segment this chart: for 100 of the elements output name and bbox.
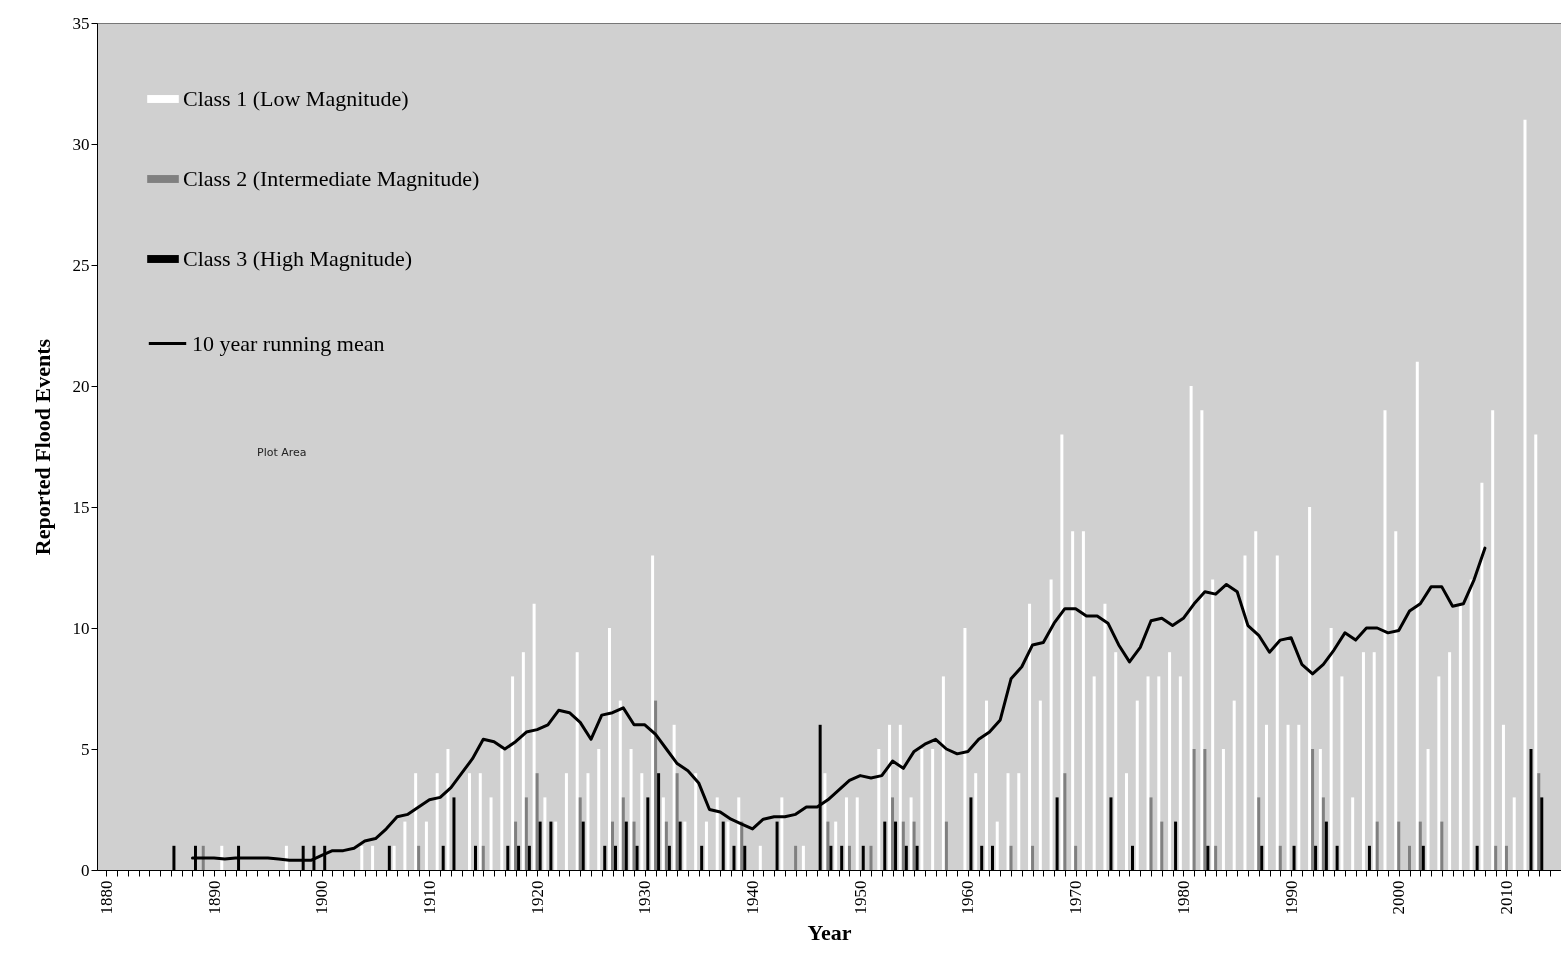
bar: [1060, 434, 1064, 870]
bar: [608, 628, 612, 870]
bar: [1157, 676, 1161, 870]
x-tick-label: 1960: [958, 880, 978, 915]
bar: [1415, 361, 1419, 870]
bar: [424, 821, 428, 870]
bar: [694, 773, 698, 870]
bar: [1211, 579, 1215, 870]
bar: [392, 845, 396, 870]
bar: [984, 700, 988, 870]
bar: [629, 749, 633, 870]
bar: [823, 773, 827, 870]
legend-label: Class 1 (Low Magnitude): [183, 86, 409, 111]
bar: [489, 797, 493, 870]
x-tick-label: 2000: [1389, 880, 1409, 915]
x-tick-label: 1940: [743, 880, 763, 915]
bar: [640, 773, 644, 870]
bar: [1006, 773, 1010, 870]
bar: [963, 628, 967, 870]
bar: [651, 555, 655, 870]
bar: [1071, 531, 1075, 870]
bar: [1092, 676, 1096, 870]
bar: [371, 845, 375, 870]
x-tick-label: 1930: [635, 880, 655, 915]
bar: [597, 749, 601, 870]
bar: [500, 749, 504, 870]
bar: [941, 676, 945, 870]
bar: [521, 652, 525, 870]
bar: [1275, 555, 1279, 870]
x-tick-label: 1880: [96, 880, 116, 915]
bar: [1243, 555, 1247, 870]
bar: [683, 821, 687, 870]
legend-label: Class 2 (Intermediate Magnitude): [183, 166, 480, 191]
bar: [575, 652, 579, 870]
bar: [1146, 676, 1150, 870]
bar: [1135, 700, 1139, 870]
x-tick-label: 1970: [1066, 880, 1086, 915]
bar: [511, 676, 515, 870]
bar: [1265, 724, 1269, 870]
x-tick-label: 1950: [850, 880, 870, 915]
bar: [855, 797, 859, 870]
x-tick-label: 1890: [204, 880, 224, 915]
bar: [564, 773, 568, 870]
bar: [1049, 579, 1053, 870]
bar: [554, 821, 558, 870]
bar: [1372, 652, 1376, 870]
bar: [1178, 676, 1182, 870]
y-tick-label: 20: [72, 376, 90, 396]
bar: [1501, 724, 1505, 870]
bar: [1232, 700, 1236, 870]
bar: [844, 797, 848, 870]
bar: [468, 773, 471, 870]
bar: [446, 749, 450, 870]
bar: [1038, 700, 1042, 870]
bar: [1448, 652, 1452, 870]
bar: [1361, 652, 1365, 870]
bar: [1437, 676, 1441, 870]
bar: [704, 821, 708, 870]
x-tick-label: 1980: [1173, 880, 1193, 915]
bar: [877, 749, 881, 870]
bar: [1124, 773, 1128, 870]
bar: [1329, 628, 1333, 870]
bar: [360, 845, 364, 870]
x-tick-label: 1920: [527, 880, 547, 915]
y-tick-label: 25: [72, 255, 90, 275]
bar: [1189, 386, 1193, 870]
bar: [1200, 410, 1204, 870]
bar: [974, 773, 978, 870]
bar: [478, 773, 482, 870]
y-axis-title: Reported Flood Events: [29, 338, 55, 556]
bar: [1081, 531, 1085, 870]
bar: [1028, 603, 1032, 870]
bar: [1286, 724, 1290, 870]
bar: [909, 797, 913, 870]
bar: [1351, 797, 1355, 870]
bar: [672, 724, 676, 870]
x-tick-label: 1900: [312, 880, 332, 915]
y-tick-label: 10: [72, 618, 90, 638]
bar: [1221, 749, 1225, 870]
legend-label: 10 year running mean: [192, 330, 385, 356]
bar: [931, 749, 935, 870]
bar: [726, 821, 730, 870]
bar: [1017, 773, 1021, 870]
x-axis-title: Year: [807, 919, 852, 945]
bar: [920, 749, 924, 870]
bar: [758, 845, 762, 870]
bar: [834, 821, 838, 870]
bar: [403, 821, 407, 870]
bar: [618, 700, 622, 870]
bar: [1308, 507, 1312, 870]
bar: [1469, 579, 1473, 870]
bar: [1254, 531, 1258, 870]
bar: [414, 773, 418, 870]
bar: [1523, 119, 1527, 870]
x-tick-label: 1910: [419, 880, 439, 915]
bar: [801, 845, 805, 870]
annotation: Plot Area: [257, 446, 307, 459]
bar: [1340, 676, 1344, 870]
bar: [1512, 797, 1516, 870]
legend-label: Class 3 (High Magnitude): [183, 246, 413, 271]
